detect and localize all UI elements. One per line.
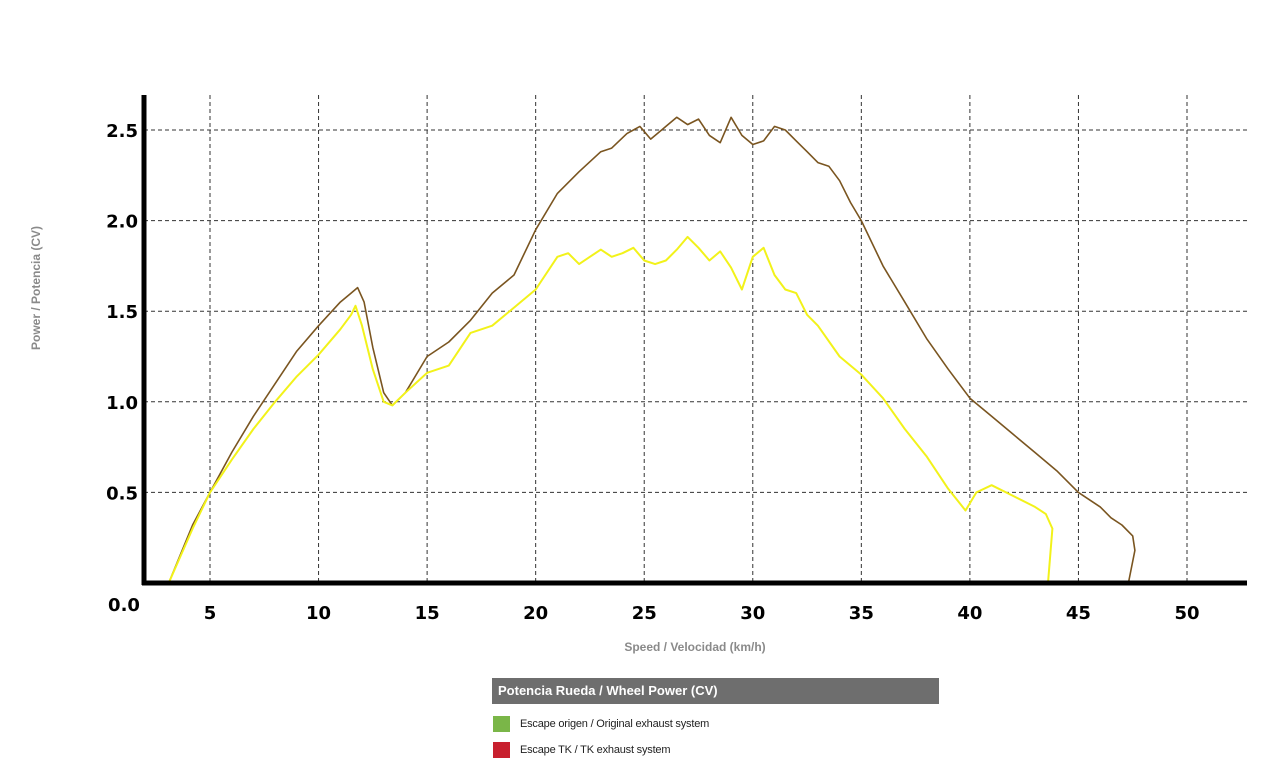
y-tick-label: 1.0 <box>106 393 138 414</box>
x-tick-label: 5 <box>204 603 217 624</box>
legend-item-original: Escape origen / Original exhaust system <box>492 716 939 732</box>
series-layer <box>167 116 1136 584</box>
x-tick-label: 15 <box>415 603 440 624</box>
series-line-tk <box>167 235 1054 584</box>
x-tick-label: 20 <box>523 603 548 624</box>
x-tick-label: 45 <box>1066 603 1091 624</box>
y-tick-label: 2.0 <box>106 212 138 233</box>
x-tick-label: 30 <box>740 603 765 624</box>
x-tick-label: 40 <box>957 603 982 624</box>
legend-swatch-original <box>493 716 510 732</box>
y-tick-label: 2.5 <box>106 121 138 142</box>
x-tick-label: 35 <box>849 603 874 624</box>
grid <box>144 95 1247 583</box>
axes <box>141 95 1247 586</box>
x-tick-label: 50 <box>1174 603 1199 624</box>
y-axis-title: Power / Potencia (CV) <box>29 226 43 350</box>
x-tick-label: 25 <box>632 603 657 624</box>
legend-label-original: Escape origen / Original exhaust system <box>520 718 710 730</box>
origin-label: 0.0 <box>108 595 140 616</box>
tick-labels: 0.5 1.0 1.5 2.0 2.5 5 10 15 20 25 30 35 40 45 50 0.0 <box>106 121 1199 624</box>
x-tick-label: 10 <box>306 603 331 624</box>
y-tick-label: 0.5 <box>106 483 138 504</box>
legend: Potencia Rueda / Wheel Power (CV) Escape… <box>492 678 939 758</box>
legend-item-tk: Escape TK / TK exhaust system <box>492 742 939 758</box>
legend-label-tk: Escape TK / TK exhaust system <box>520 744 671 756</box>
y-tick-label: 1.5 <box>106 302 138 323</box>
legend-swatch-tk <box>493 742 510 758</box>
x-axis-title: Speed / Velocidad (km/h) <box>624 640 765 654</box>
legend-title: Potencia Rueda / Wheel Power (CV) <box>492 678 939 704</box>
series-line-original <box>167 116 1136 584</box>
